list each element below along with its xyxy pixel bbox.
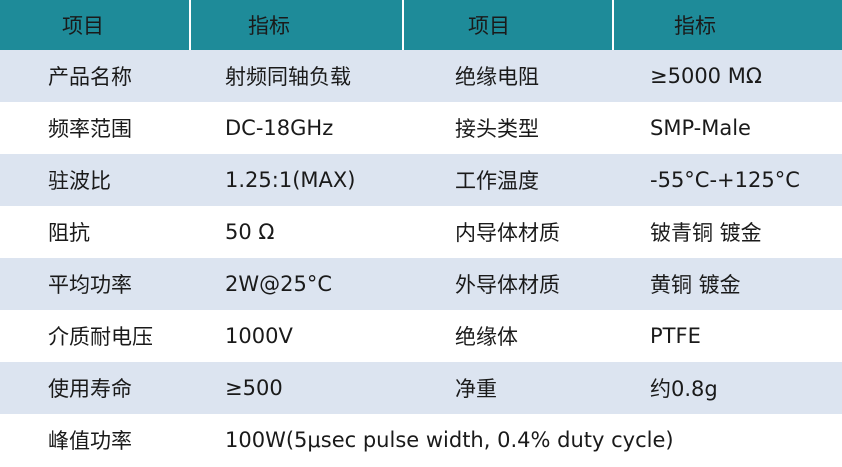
table-cell: ≥500 — [190, 362, 403, 414]
table-cell: 100W(5μsec pulse width, 0.4% duty cycle) — [225, 428, 674, 452]
table-cell: PTFE — [650, 324, 701, 348]
table-row: 使用寿命 ≥500 净重 约0.8g — [0, 362, 842, 414]
table-cell: 铍青铜 镀金 — [650, 221, 762, 245]
table-cell: 净重 — [403, 362, 613, 414]
table-cell: 射频同轴负载 — [190, 50, 403, 102]
header-cell: 项目 — [0, 0, 190, 50]
table-cell: 工作温度 — [403, 154, 613, 206]
table-cell: 驻波比 — [0, 154, 190, 206]
table-row: 频率范围 DC-18GHz 接头类型 SMP-Male — [0, 102, 842, 154]
table-cell: 50 Ω — [225, 220, 275, 244]
table-cell: SMP-Male — [650, 116, 751, 140]
table-cell: 1000V — [225, 324, 293, 348]
table-cell: -55°C-+125°C — [613, 154, 842, 206]
table-cell: DC-18GHz — [225, 116, 334, 140]
table-row: 介质耐电压 1000V 绝缘体 PTFE — [0, 310, 842, 362]
table-cell: 2W@25°C — [190, 258, 403, 310]
table-row: 产品名称 射频同轴负载 绝缘电阻 ≥5000 MΩ — [0, 50, 842, 102]
table-cell: 平均功率 — [0, 258, 190, 310]
header-row: 项目 指标 项目 指标 — [0, 0, 842, 50]
table-cell: 绝缘电阻 — [403, 50, 613, 102]
table-cell: 频率范围 — [48, 117, 132, 141]
table-cell: 产品名称 — [0, 50, 190, 102]
table-row: 驻波比 1.25:1(MAX) 工作温度 -55°C-+125°C — [0, 154, 842, 206]
table-cell: 约0.8g — [613, 362, 842, 414]
table-cell: ≥5000 MΩ — [613, 50, 842, 102]
table-row: 峰值功率 100W(5μsec pulse width, 0.4% duty cy… — [0, 414, 842, 466]
table-row: 平均功率 2W@25°C 外导体材质 黄铜 镀金 — [0, 258, 842, 310]
table-cell: 阻抗 — [48, 221, 90, 245]
header-cell: 项目 — [402, 0, 613, 50]
header-cell: 指标 — [189, 0, 403, 50]
table-cell: 绝缘体 — [455, 325, 518, 349]
table-cell: 峰值功率 — [48, 429, 132, 453]
table-cell: 介质耐电压 — [48, 325, 153, 349]
header-cell: 指标 — [612, 0, 842, 50]
table-cell: 接头类型 — [455, 117, 539, 141]
table-cell: 外导体材质 — [403, 258, 613, 310]
table-cell: 1.25:1(MAX) — [190, 154, 403, 206]
table-cell: 使用寿命 — [0, 362, 190, 414]
table-cell: 内导体材质 — [455, 221, 560, 245]
table-cell: 黄铜 镀金 — [613, 258, 842, 310]
table-row: 阻抗 50 Ω 内导体材质 铍青铜 镀金 — [0, 206, 842, 258]
